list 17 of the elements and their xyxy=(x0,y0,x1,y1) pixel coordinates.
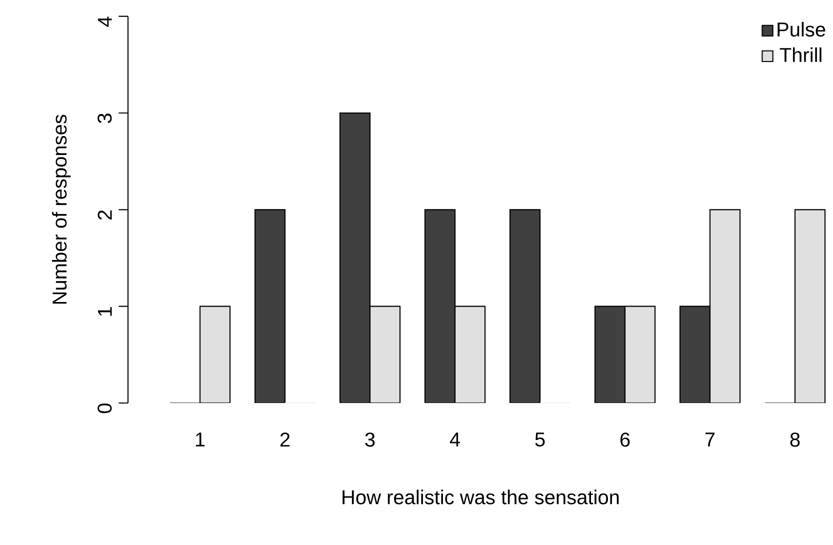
y-tick-label: 2 xyxy=(98,210,112,220)
y-axis-title: Number of responses xyxy=(52,114,71,304)
x-tick-label: 7 xyxy=(705,432,715,446)
y-tick-label: 1 xyxy=(98,307,112,316)
x-tick-label: 6 xyxy=(620,432,630,447)
x-tick-label: 5 xyxy=(535,432,545,447)
y-tick-label: 4 xyxy=(98,16,112,27)
legend-label: Pulse xyxy=(778,22,826,37)
y-tick-label: 0 xyxy=(98,404,112,414)
y-tick-label: 3 xyxy=(98,114,112,124)
x-tick-label: 8 xyxy=(790,432,800,447)
x-tick-label: 2 xyxy=(280,432,290,447)
legend-label: Thrill xyxy=(780,47,822,62)
x-tick-label: 3 xyxy=(365,432,375,447)
x-axis-title: How realistic was the sensation xyxy=(342,490,619,504)
x-tick-label: 4 xyxy=(450,432,460,446)
x-tick-label: 1 xyxy=(196,432,205,446)
